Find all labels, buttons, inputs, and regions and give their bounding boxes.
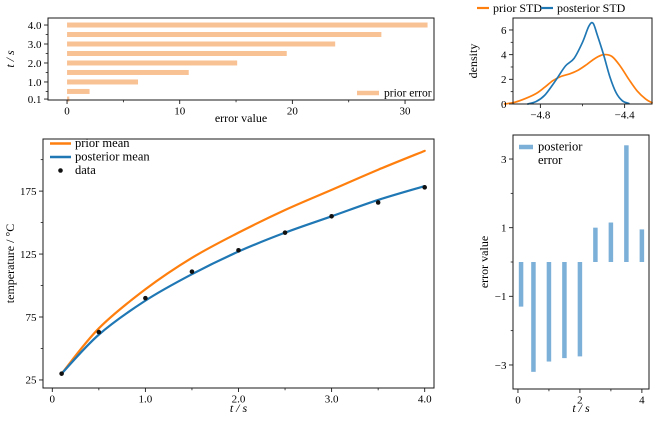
posterior-mean-line [60,184,426,375]
x-tick-label: 4 [639,395,645,407]
x-tick-label: 2.0 [232,394,246,406]
y-tick-label: 1.0 [28,77,42,89]
legend-label: data [75,163,96,177]
data-point [329,213,334,219]
x-axis-label: t / s [230,401,248,415]
legend-label: posterior [538,140,583,154]
legend-label: prior STD [493,1,542,15]
data-point [422,185,427,190]
y-axis-label: error value [477,236,491,288]
x-tick-label: −4.8 [530,110,550,122]
legend-label: prior mean [75,136,130,150]
prior-error-bar [67,79,139,85]
legend-label: prior error [384,88,432,100]
y-tick-label: −3 [495,360,507,372]
data-point [375,200,381,205]
temperature-means-chart: 0 1.0 2.0 3.0 4.0 25 75 125 175 t / s temperature … [3,136,435,415]
prior-error-bar [67,32,382,38]
std-density-chart: −4.8 −4.4 0 2 4 6 density prior STD posterior ST… [466,1,653,122]
posterior-error-bar [593,227,598,262]
x-tick-label: 0 [50,394,56,406]
prior-error-bars-chart: 0 10 20 30 0.1 1.0 2.0 3.0 4.0 error value t / s pr… [3,17,435,125]
x-tick-label: 0 [64,106,70,118]
axes-box [47,17,435,101]
x-tick-label: 4.0 [418,394,432,406]
prior-error-bar [67,96,70,102]
y-tick-label: 3 [501,154,507,166]
prior-STD-line [503,53,653,105]
posterior-error-bar [546,262,552,362]
y-axis-label: density [466,44,480,79]
legend-dot-swatch [58,168,63,173]
posterior-error-bar [624,145,629,262]
x-tick-label: 30 [400,106,412,118]
std-density-legend: prior STD posterior STD [477,1,626,15]
x-tick-label: 20 [287,106,299,118]
y-tick-label: 175 [20,186,37,198]
prior-error-bar [67,88,90,94]
y-tick-label: 0.1 [28,94,42,106]
data-point [143,295,148,301]
legend-label: posterior mean [75,150,150,164]
x-tick-label: 2 [577,395,583,407]
y-tick-label: 125 [20,249,37,261]
y-tick-label: 2 [501,74,507,86]
data-point [59,371,64,376]
legend-label: error [538,153,563,167]
x-axis-label: error value [215,111,267,125]
posterior-error-bar [562,262,567,359]
posterior-error-bar [608,222,614,262]
y-tick-label: 75 [26,312,38,324]
y-axis-label: temperature / °C [3,224,17,303]
posterior-error-bar [577,262,583,357]
x-tick-label: −4.4 [615,110,635,122]
prior-error-bar [67,69,189,75]
axes-box [42,138,435,389]
x-tick-label: 0 [515,395,521,407]
prior-error-bar [67,22,428,28]
x-tick-label: 3.0 [325,394,339,406]
y-axis-label: t / s [3,50,17,68]
y-tick-label: 4.0 [28,20,42,32]
posterior-error-bar [639,229,645,262]
data-point [96,329,102,335]
data-point [236,247,241,253]
legend-label: posterior STD [557,1,626,15]
x-tick-label: 10 [174,106,186,118]
data-point [189,269,195,274]
x-tick-label: 1.0 [139,394,153,406]
y-tick-label: 6 [501,25,507,37]
y-tick-label: 2.0 [28,58,42,70]
prior-error-bars-legend: prior error [357,88,432,100]
y-tick-label: −1 [495,291,507,303]
prior-mean-line [60,149,426,375]
y-tick-label: 0 [501,99,507,111]
y-tick-label: 25 [26,375,38,387]
prior-error-bar [67,50,287,56]
posterior-error-bar [518,262,524,307]
posterior-error-bar [531,262,536,372]
y-tick-label: 4 [501,49,507,61]
axes-box [512,17,653,105]
posterior-STD-line [526,21,630,105]
prior-error-bar [67,41,336,47]
prior-error-bar [67,60,238,66]
y-tick-label: 3.0 [28,39,42,51]
x-axis-label: t / s [572,401,590,415]
y-tick-label: 1 [501,222,507,234]
data-point [282,230,288,235]
